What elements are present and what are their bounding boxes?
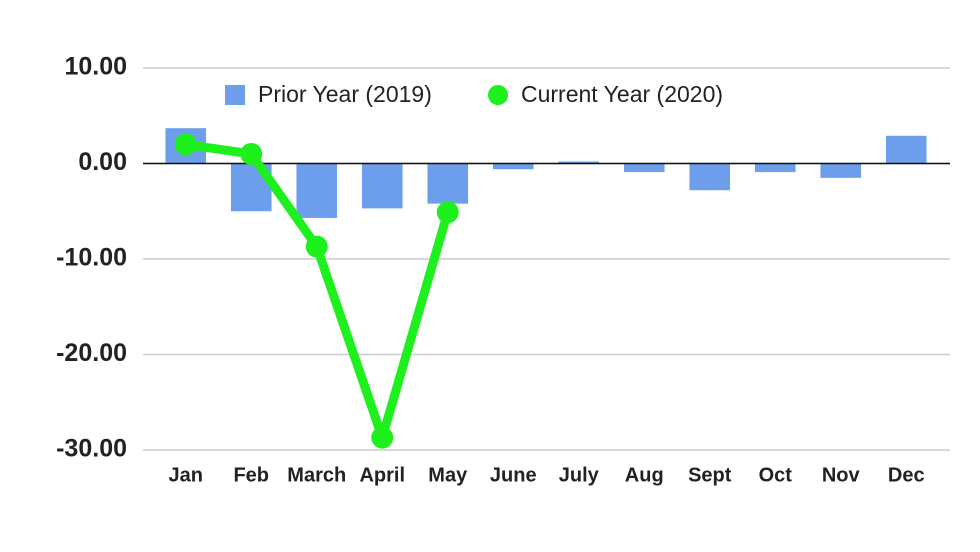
bar (885, 135, 927, 164)
y-tick-label: 0.00 (78, 148, 127, 176)
point (371, 426, 394, 449)
legend-label: Prior Year (2019) (258, 81, 432, 107)
point (436, 201, 459, 224)
y-tick-label: -20.00 (56, 339, 127, 367)
x-tick-label: Dec (888, 464, 925, 486)
legend-label: Current Year (2020) (521, 81, 723, 107)
point (240, 142, 263, 165)
x-tick-label: March (287, 464, 346, 486)
point (174, 133, 197, 156)
x-tick-label: Feb (233, 464, 269, 486)
y-tick-label: -30.00 (56, 435, 127, 463)
x-tick-label: May (428, 464, 468, 486)
legend-swatch (225, 85, 245, 105)
bar (296, 163, 338, 218)
bar (558, 161, 600, 164)
y-tick-label: -10.00 (56, 244, 127, 272)
legend-swatch (488, 85, 508, 105)
x-tick-label: Aug (625, 464, 664, 486)
x-tick-label: July (559, 464, 600, 486)
bar (820, 163, 862, 178)
bar (689, 163, 731, 191)
point (305, 235, 328, 258)
bar (623, 163, 665, 173)
y-tick-label: 10.00 (64, 53, 127, 81)
x-tick-label: June (490, 464, 537, 486)
x-tick-label: Nov (822, 464, 861, 486)
bar (361, 163, 403, 209)
x-tick-label: April (359, 464, 405, 486)
bar (492, 163, 534, 170)
bar (427, 163, 469, 204)
x-tick-label: Jan (169, 464, 203, 486)
x-tick-label: Oct (759, 464, 793, 486)
bar (754, 163, 796, 173)
x-tick-label: Sept (688, 464, 732, 486)
